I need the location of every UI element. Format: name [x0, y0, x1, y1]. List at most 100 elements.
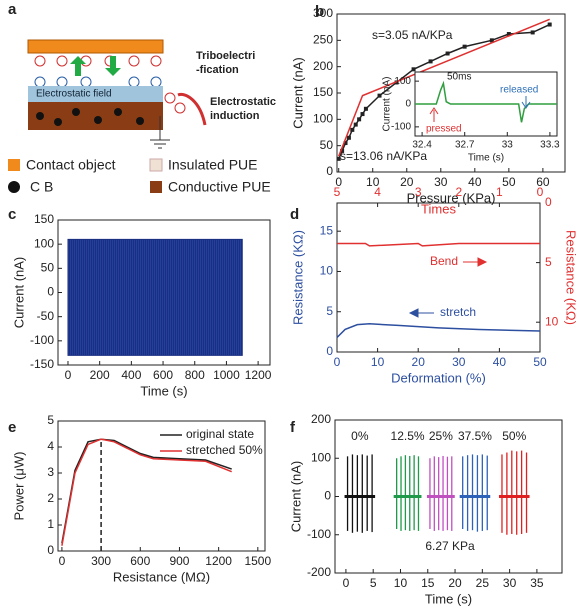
y-tick-label: 0	[47, 285, 54, 299]
y-axis-label: Current (nA)	[11, 257, 26, 329]
y2-tick-label: 10	[545, 314, 559, 328]
insulated-pue	[28, 86, 163, 102]
x2-tick-label: 3	[415, 185, 422, 199]
annotation: pressed	[426, 124, 462, 135]
x-tick-label: 50	[502, 175, 516, 189]
panel-label: f	[290, 419, 296, 436]
arrow	[429, 107, 439, 122]
legend-label: Contact object	[26, 157, 116, 173]
legend-label: C B	[30, 179, 53, 195]
x-tick-label: 40	[468, 175, 482, 189]
tribo-label: -fication	[196, 64, 239, 76]
x-tick-label: 1200	[205, 554, 232, 568]
y-tick-label: -100	[30, 333, 54, 347]
x-tick-label: 30	[452, 355, 466, 369]
x-axis-label: Deformation (%)	[391, 370, 486, 385]
x-tick-label: 300	[91, 554, 111, 568]
ground	[150, 116, 170, 149]
induction-label: induction	[210, 110, 260, 122]
x-axis-label: Pressure (KPa)	[407, 190, 496, 205]
series-line	[61, 438, 232, 546]
y-tick-label: -150	[30, 357, 54, 371]
series-line	[336, 323, 541, 339]
field-label: Electrostatic field	[36, 89, 112, 100]
x2-tick-label: 1	[496, 185, 503, 199]
point	[428, 59, 433, 64]
point	[353, 122, 358, 127]
x-tick-label: 5	[370, 576, 377, 590]
y-tick-label: 1	[47, 517, 54, 531]
y-tick-label: -100	[307, 527, 331, 541]
legend-label: stretched 50%	[186, 443, 263, 457]
y-tick-label: 100	[313, 112, 333, 126]
x-tick-label: 0	[59, 554, 66, 568]
y-tick-label: 5	[326, 304, 333, 318]
annotation: s=3.05 nA/KPa	[372, 28, 453, 42]
point	[340, 148, 345, 153]
point	[346, 135, 351, 140]
arrow-up	[70, 56, 86, 76]
y-tick-label: 0	[47, 543, 54, 557]
x-tick-label: 33.3	[540, 140, 560, 151]
point	[343, 141, 348, 146]
y-tick-label: 150	[313, 85, 333, 99]
x-tick-label: 1500	[244, 554, 271, 568]
group-label: 12.5%	[391, 429, 425, 443]
point	[411, 67, 416, 72]
point	[360, 112, 365, 117]
panel-label: d	[290, 206, 299, 223]
legend-label: Conductive PUE	[168, 179, 271, 195]
x-tick-label: 50	[533, 355, 547, 369]
induced-charge	[164, 92, 176, 104]
x-tick-label: 40	[493, 355, 507, 369]
y-axis-label: Power (μW)	[11, 452, 26, 521]
annotation: 50ms	[447, 72, 471, 83]
x2-axis-label: Times	[421, 201, 456, 216]
x2-tick-label: 2	[455, 185, 462, 199]
induced-charge	[174, 102, 186, 114]
x-tick-label: 900	[169, 554, 189, 568]
point	[445, 51, 450, 56]
series-line	[415, 80, 557, 123]
y-tick-label: 4	[47, 439, 54, 453]
y-tick-label: 200	[313, 59, 333, 73]
y-tick-label: 100	[34, 236, 54, 250]
y-tick-label: 200	[311, 412, 331, 426]
positive-charges	[34, 55, 162, 67]
x-tick-label: 800	[185, 368, 205, 382]
y-axis-label: Resistance (KΩ)	[290, 230, 305, 325]
y-tick-label: -200	[307, 565, 331, 579]
legend-swatch	[149, 158, 163, 172]
panel-label: b	[315, 3, 324, 20]
contact-object	[27, 39, 164, 54]
carbon-black	[36, 108, 144, 126]
series-line	[337, 242, 540, 247]
x-axis-label: Time (s)	[425, 591, 472, 606]
x-tick-label: 32.4	[412, 140, 432, 151]
series-line	[338, 18, 550, 157]
x2-tick-label: 0	[537, 185, 544, 199]
panel-label: c	[8, 206, 16, 223]
x-axis-label: Time (s)	[140, 383, 187, 398]
y-tick-label: -50	[37, 309, 55, 323]
legend-swatch	[150, 181, 162, 193]
x-tick-label: 32.7	[455, 140, 475, 151]
legend-label: Insulated PUE	[168, 157, 258, 173]
plot-frame	[336, 202, 541, 353]
x-tick-label: 1200	[245, 368, 272, 382]
y-tick-label: 100	[394, 76, 411, 87]
y-axis-label: Current (nA)	[288, 461, 303, 533]
y-tick-label: 10	[320, 264, 334, 278]
x-tick-label: 20	[412, 355, 426, 369]
x-tick-label: 15	[421, 576, 435, 590]
x-tick-label: 35	[530, 576, 544, 590]
y-tick-label: 0	[326, 164, 333, 178]
panel-label: a	[8, 1, 17, 18]
y-tick-label: 0	[405, 99, 411, 110]
group-label: 37.5%	[458, 429, 492, 443]
x-tick-label: 60	[536, 175, 550, 189]
induction-label: Electrostatic	[210, 96, 276, 108]
plot-frame	[57, 420, 266, 552]
x-tick-label: 1000	[213, 368, 240, 382]
